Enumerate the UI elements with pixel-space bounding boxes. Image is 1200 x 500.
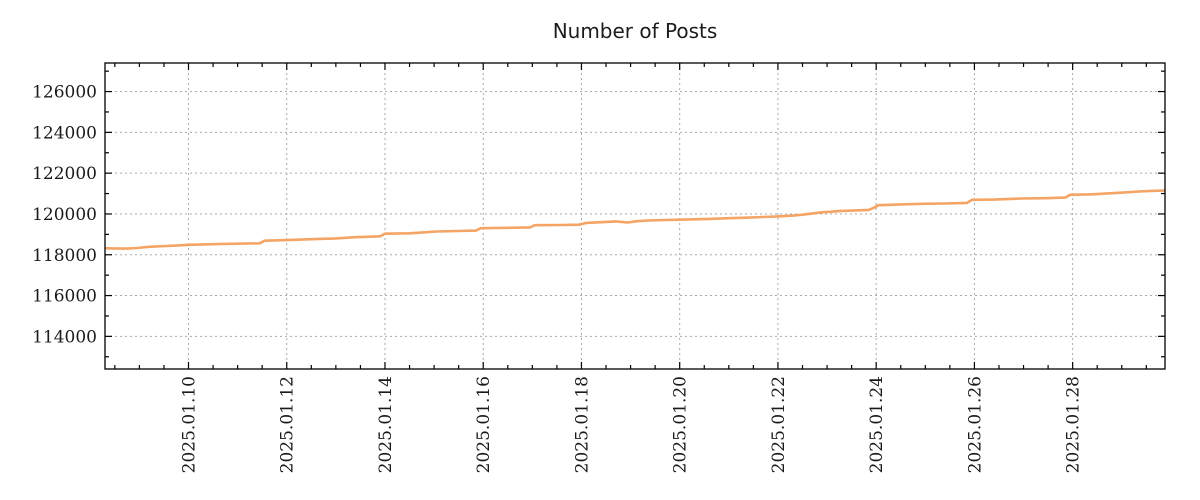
series-line xyxy=(104,189,1166,250)
y-tick-label: 124000 xyxy=(32,123,97,143)
x-tick-label: 2025.01.28 xyxy=(1064,376,1084,473)
x-tick-label: 2025.01.26 xyxy=(965,376,985,473)
y-tick-label: 114000 xyxy=(32,327,97,347)
x-tick-label: 2025.01.20 xyxy=(671,376,691,473)
y-tick-label: 122000 xyxy=(32,164,97,184)
y-tick-label: 120000 xyxy=(32,205,97,225)
y-tick-label: 116000 xyxy=(32,287,97,307)
y-tick-label: 126000 xyxy=(32,83,97,103)
posts-line xyxy=(104,189,1166,250)
x-tick-label: 2025.01.22 xyxy=(769,376,789,473)
axes xyxy=(104,62,1166,370)
x-tick-label: 2025.01.18 xyxy=(573,376,593,473)
chart-title: Number of Posts xyxy=(553,19,718,43)
x-tick-label: 2025.01.24 xyxy=(867,376,887,473)
grid-lines xyxy=(105,63,1165,369)
plot-border xyxy=(104,62,1166,370)
x-tick-label: 2025.01.10 xyxy=(180,376,200,473)
x-tick-label: 2025.01.16 xyxy=(474,376,494,473)
x-tick-label: 2025.01.14 xyxy=(376,376,396,473)
x-tick-label: 2025.01.12 xyxy=(278,376,298,473)
y-tick-label: 118000 xyxy=(32,246,97,266)
tick-labels: 114000 116000 118000 120000 122000 124000 1260… xyxy=(32,83,1084,474)
